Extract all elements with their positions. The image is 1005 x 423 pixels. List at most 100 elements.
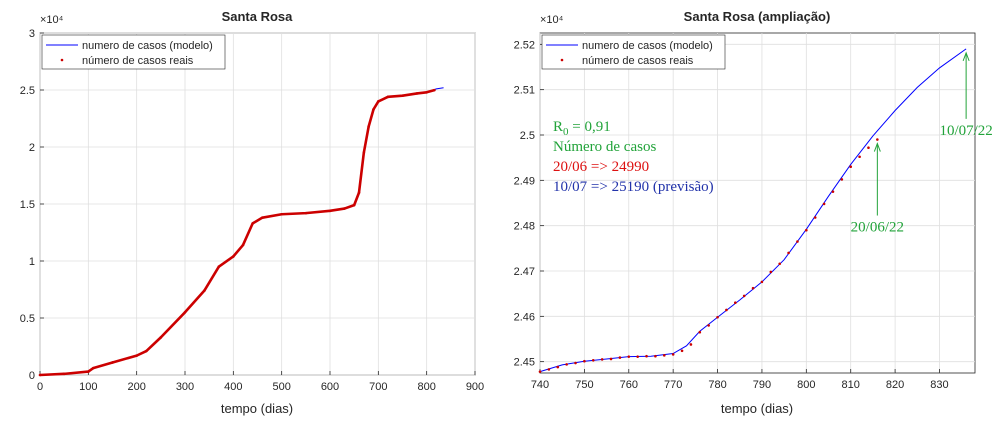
x-tick-label: 790	[753, 379, 771, 391]
data-point-real	[840, 178, 844, 181]
data-point-real	[135, 354, 138, 357]
data-point-real	[547, 368, 551, 371]
legend-label-real-right: número de casos reais	[582, 55, 694, 67]
arrow-forecast-label: 10/07/22	[939, 123, 992, 139]
x-tick-label: 800	[417, 381, 435, 393]
data-point-real	[734, 301, 737, 305]
annotation-r0-subscript: 0	[563, 126, 569, 138]
x-axis-label-right: tempo (dias)	[721, 401, 793, 416]
data-point-real	[654, 354, 657, 358]
data-point-real	[159, 336, 163, 339]
data-point-real	[377, 100, 380, 103]
data-point-real	[362, 151, 366, 154]
x-tick-label: 750	[575, 379, 593, 391]
annotation-r0-letter: R	[553, 119, 563, 135]
legend-dot-real-right	[560, 58, 564, 62]
data-point-real	[433, 88, 436, 92]
data-point-real	[805, 228, 808, 232]
data-point-real	[600, 358, 604, 361]
data-point-real	[62, 372, 66, 376]
data-point-real	[636, 355, 639, 358]
chart-title-right: Santa Rosa (ampliação)	[684, 9, 831, 24]
x-axis-label-left: tempo (dias)	[221, 401, 293, 416]
grid-right	[539, 33, 975, 373]
data-point-real	[591, 359, 595, 362]
x-tick-label: 760	[620, 379, 638, 391]
data-point-real	[680, 349, 684, 353]
data-point-real	[183, 311, 187, 314]
legend-right: numero de casos (modelo) número de casos…	[541, 34, 726, 70]
data-point-real	[367, 125, 370, 128]
y-tick-label: 2.45	[514, 357, 535, 369]
x-tick-label: 300	[176, 381, 194, 393]
series-line-model	[539, 48, 967, 373]
y-tick-label: 2.46	[514, 311, 535, 323]
data-point-real	[813, 216, 817, 219]
arrow-forecast: 10/07/22	[939, 51, 993, 139]
data-point-real	[343, 207, 346, 210]
data-point-real	[91, 366, 95, 370]
x-tick-label: 780	[708, 379, 726, 391]
y-tick-label: 1.5	[20, 199, 35, 211]
data-point-real	[725, 308, 728, 312]
data-point-real	[111, 361, 114, 364]
y-tick-label: 2	[29, 142, 35, 154]
x-tick-label: 500	[272, 381, 290, 393]
legend-box-right	[541, 34, 726, 70]
legend-box-left	[41, 34, 226, 70]
y-tick-label: 2.5	[20, 85, 35, 97]
arrow-observed: 20/06/22	[851, 142, 904, 236]
x-tick-label: 810	[842, 379, 860, 391]
data-point-real	[858, 155, 861, 159]
data-point-real	[707, 324, 710, 327]
arrow-forecast-head	[962, 51, 970, 62]
y-exponent-left: ×10⁴	[40, 14, 64, 26]
data-point-real	[357, 191, 361, 194]
data-point-real	[217, 265, 221, 269]
annotation-observed: 20/06 => 24990	[553, 159, 649, 175]
chart-left: 0 100 200 300 400 500 600 700 800 900 0 0.5 1 1.5 2 2.5…	[20, 9, 484, 416]
x-tick-label: 830	[930, 379, 948, 391]
data-point-real	[698, 330, 702, 334]
y-tick-label: 0.5	[20, 313, 35, 325]
x-tick-label: 900	[466, 381, 484, 393]
data-point-real	[662, 354, 666, 357]
arrow-observed-label: 20/06/22	[851, 220, 904, 236]
x-tick-label: 200	[127, 381, 145, 393]
data-point-real	[751, 286, 755, 290]
data-point-real	[425, 90, 428, 94]
data-point-real	[742, 294, 746, 298]
data-point-real	[671, 353, 675, 356]
y-tick-label: 2.5	[520, 130, 535, 142]
data-point-real	[822, 202, 826, 206]
data-point-real	[241, 243, 245, 247]
data-point-real	[145, 349, 148, 353]
x-tick-label: 820	[886, 379, 904, 391]
x-tick-label: 0	[37, 381, 43, 393]
data-point-real	[760, 280, 764, 284]
y-tick-label: 2.52	[514, 39, 535, 51]
annotation-block: R0 = 0,91 Número de casos 20/06 => 24990…	[553, 119, 714, 195]
data-point-real	[574, 361, 577, 365]
data-point-real	[831, 190, 835, 193]
series-left	[38, 87, 444, 377]
data-point-real	[280, 212, 283, 216]
y-exponent-right: ×10⁴	[540, 14, 564, 26]
data-point-real	[609, 357, 613, 361]
data-point-real	[352, 203, 356, 207]
legend-label-real-left: número de casos reais	[82, 55, 194, 67]
legend-dot-real-left	[60, 58, 64, 62]
chart-title-left: Santa Rosa	[222, 9, 294, 24]
y-tick-label: 0	[29, 370, 35, 382]
data-point-real	[565, 363, 568, 366]
legend-label-model-left: numero de casos (modelo)	[82, 40, 213, 52]
x-tick-label: 700	[369, 381, 387, 393]
data-point-real	[778, 262, 781, 266]
data-point-real	[689, 343, 693, 346]
data-point-real	[538, 370, 542, 373]
data-point-real	[415, 92, 419, 95]
data-point-real	[232, 255, 235, 258]
x-tick-label: 800	[797, 379, 815, 391]
legend-label-model-right: numero de casos (modelo)	[582, 40, 713, 52]
annotation-r0: R0 = 0,91	[553, 119, 611, 138]
